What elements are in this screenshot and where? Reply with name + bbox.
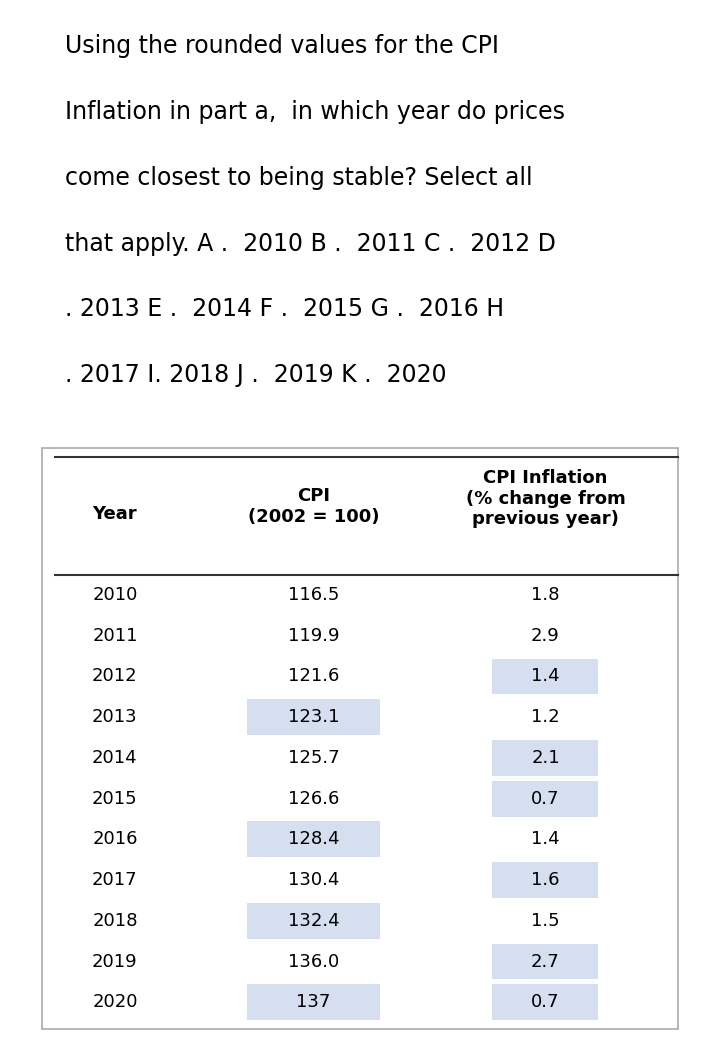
Text: 2011: 2011 [92,627,138,645]
FancyBboxPatch shape [492,862,598,898]
Text: come closest to being stable? Select all: come closest to being stable? Select all [65,166,532,190]
Text: 2016: 2016 [92,830,138,849]
Text: 1.6: 1.6 [531,871,559,889]
Text: 2015: 2015 [92,790,138,807]
FancyBboxPatch shape [492,658,598,695]
Text: 2019: 2019 [92,953,138,971]
Text: 2.1: 2.1 [531,749,559,767]
Text: Year: Year [93,506,138,523]
Text: 2012: 2012 [92,667,138,685]
Text: 2014: 2014 [92,749,138,767]
Text: 1.8: 1.8 [531,586,559,604]
Text: Using the rounded values for the CPI: Using the rounded values for the CPI [65,34,499,58]
FancyBboxPatch shape [492,943,598,979]
Text: 2.9: 2.9 [531,627,560,645]
Text: 0.7: 0.7 [531,993,559,1011]
Text: 1.5: 1.5 [531,912,559,930]
Text: 123.1: 123.1 [288,708,339,726]
Text: 2.7: 2.7 [531,953,560,971]
Text: CPI
(2002 = 100): CPI (2002 = 100) [248,486,379,526]
Text: . 2013 E .  2014 F .  2015 G .  2016 H: . 2013 E . 2014 F . 2015 G . 2016 H [65,297,504,322]
FancyBboxPatch shape [248,699,380,735]
Text: 126.6: 126.6 [288,790,339,807]
Text: 121.6: 121.6 [288,667,339,685]
Text: 2018: 2018 [92,912,138,930]
Text: 2020: 2020 [92,993,138,1011]
Text: . 2017 I. 2018 J .  2019 K .  2020: . 2017 I. 2018 J . 2019 K . 2020 [65,363,446,388]
Text: CPI Inflation
(% change from
previous year): CPI Inflation (% change from previous ye… [466,468,626,528]
Text: 136.0: 136.0 [288,953,339,971]
Text: 1.2: 1.2 [531,708,559,726]
Text: 2010: 2010 [92,586,138,604]
Text: 116.5: 116.5 [288,586,339,604]
Text: 119.9: 119.9 [288,627,339,645]
FancyBboxPatch shape [492,984,598,1021]
Text: 2013: 2013 [92,708,138,726]
Text: 132.4: 132.4 [288,912,339,930]
FancyBboxPatch shape [492,781,598,817]
Text: that apply. A .  2010 B .  2011 C .  2012 D: that apply. A . 2010 B . 2011 C . 2012 D [65,232,556,256]
Text: 1.4: 1.4 [531,830,559,849]
Text: 128.4: 128.4 [288,830,339,849]
Text: Inflation in part a,  in which year do prices: Inflation in part a, in which year do pr… [65,100,564,124]
FancyBboxPatch shape [42,447,678,1029]
Text: 130.4: 130.4 [288,871,339,889]
Text: 137: 137 [297,993,330,1011]
Text: 125.7: 125.7 [288,749,339,767]
FancyBboxPatch shape [248,821,380,857]
FancyBboxPatch shape [248,984,380,1021]
FancyBboxPatch shape [248,903,380,939]
FancyBboxPatch shape [492,740,598,776]
Text: 1.4: 1.4 [531,667,559,685]
Text: 0.7: 0.7 [531,790,559,807]
Text: 2017: 2017 [92,871,138,889]
